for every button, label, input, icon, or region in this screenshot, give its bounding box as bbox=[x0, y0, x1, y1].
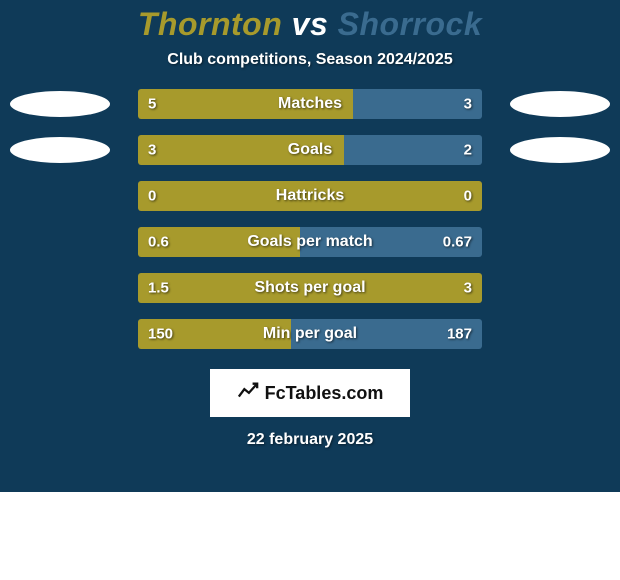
stat-row: Goals per match 0.6 0.67 bbox=[0, 227, 620, 257]
comparison-card: Thornton vs Shorrock Club competitions, … bbox=[0, 0, 620, 492]
brand-badge: FcTables.com bbox=[210, 369, 410, 417]
player2-name: Shorrock bbox=[338, 6, 482, 42]
date-text: 22 february 2025 bbox=[0, 431, 620, 449]
stat-value-right: 3 bbox=[464, 96, 472, 113]
stat-value-left: 0.6 bbox=[148, 234, 169, 251]
player2-badge bbox=[510, 137, 610, 163]
title: Thornton vs Shorrock bbox=[0, 6, 620, 43]
stat-bar-right bbox=[353, 89, 482, 119]
player2-badge bbox=[510, 91, 610, 117]
stat-row: Shots per goal 1.5 3 bbox=[0, 273, 620, 303]
stat-value-right: 3 bbox=[464, 280, 472, 297]
stat-label: Matches bbox=[278, 95, 342, 113]
stat-bar-track: Matches 5 3 bbox=[138, 89, 482, 119]
stat-row: Min per goal 150 187 bbox=[0, 319, 620, 349]
stat-value-left: 0 bbox=[148, 188, 156, 205]
brand-text: FcTables.com bbox=[265, 383, 384, 404]
stat-value-left: 5 bbox=[148, 96, 156, 113]
stat-value-right: 0.67 bbox=[443, 234, 472, 251]
stat-label: Goals per match bbox=[247, 233, 372, 251]
stat-label: Goals bbox=[288, 141, 332, 159]
stat-value-left: 1.5 bbox=[148, 280, 169, 297]
stat-label: Shots per goal bbox=[254, 279, 365, 297]
stat-label: Hattricks bbox=[276, 187, 344, 205]
stat-label: Min per goal bbox=[263, 325, 357, 343]
stat-value-left: 150 bbox=[148, 326, 173, 343]
stat-value-left: 3 bbox=[148, 142, 156, 159]
stat-bar-track: Goals 3 2 bbox=[138, 135, 482, 165]
vs-text: vs bbox=[292, 6, 329, 42]
player1-badge bbox=[10, 137, 110, 163]
stat-bar-right bbox=[344, 135, 482, 165]
stat-row: Hattricks 0 0 bbox=[0, 181, 620, 211]
player1-name: Thornton bbox=[138, 6, 282, 42]
stat-value-right: 187 bbox=[447, 326, 472, 343]
stat-row: Matches 5 3 bbox=[0, 89, 620, 119]
stat-row: Goals 3 2 bbox=[0, 135, 620, 165]
stats-rows: Matches 5 3 Goals 3 2 Hattricks 0 0 Goals per mat… bbox=[0, 89, 620, 363]
stat-value-right: 2 bbox=[464, 142, 472, 159]
stat-bar-track: Goals per match 0.6 0.67 bbox=[138, 227, 482, 257]
subtitle: Club competitions, Season 2024/2025 bbox=[0, 51, 620, 69]
brand-chart-icon bbox=[237, 380, 259, 407]
stat-bar-track: Min per goal 150 187 bbox=[138, 319, 482, 349]
stat-value-right: 0 bbox=[464, 188, 472, 205]
player1-badge bbox=[10, 91, 110, 117]
stat-bar-track: Shots per goal 1.5 3 bbox=[138, 273, 482, 303]
stat-bar-track: Hattricks 0 0 bbox=[138, 181, 482, 211]
